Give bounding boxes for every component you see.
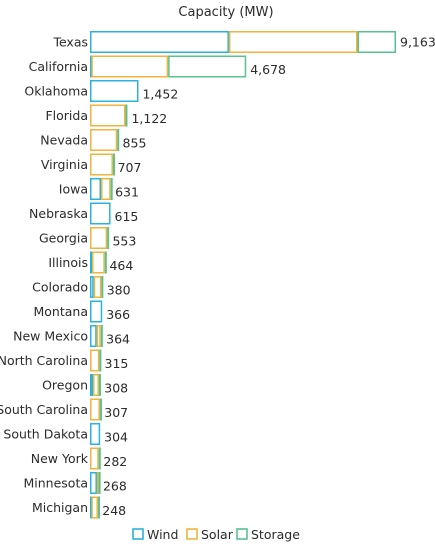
bar-segment-wind <box>90 80 139 102</box>
bar-segment-wind <box>90 202 111 225</box>
legend-swatch-wind <box>132 528 144 540</box>
legend-swatch-storage <box>236 528 248 540</box>
category-label: Iowa <box>59 182 88 197</box>
category-label: North Carolina <box>0 353 88 368</box>
bar-segment-solar <box>90 227 108 249</box>
bar-segment-solar <box>92 251 105 274</box>
bar-segment-storage <box>112 153 115 176</box>
value-label: 282 <box>103 454 127 469</box>
bar-segment-solar <box>96 325 101 347</box>
bar-segment-storage <box>99 398 102 421</box>
legend: Wind Solar Storage <box>132 527 300 542</box>
category-label: Minnesota <box>23 476 88 491</box>
category-label: Montana <box>34 304 89 319</box>
value-label: 307 <box>104 405 128 420</box>
category-label: New Mexico <box>13 329 88 344</box>
value-label: 268 <box>103 479 127 494</box>
category-label: Nebraska <box>29 206 88 221</box>
bar-segment-solar <box>93 374 99 396</box>
bar-segment-storage <box>168 55 247 78</box>
value-label: 308 <box>104 381 128 396</box>
bar-segment-solar <box>90 447 99 470</box>
category-label: California <box>29 59 88 74</box>
value-label: 707 <box>118 160 142 175</box>
bar-segment-solar <box>90 129 118 151</box>
value-label: 855 <box>123 136 147 151</box>
category-label: Oklahoma <box>24 84 88 99</box>
bar-segment-wind <box>90 496 92 519</box>
bar-segment-solar <box>90 398 100 421</box>
bar-segment-solar <box>96 472 99 494</box>
legend-label: Storage <box>251 527 300 542</box>
category-label: Virginia <box>41 157 88 172</box>
bar-segment-wind <box>90 300 103 323</box>
bar-segment-storage <box>98 447 101 470</box>
bar-segment-storage <box>125 104 128 127</box>
value-label: 1,122 <box>131 111 167 126</box>
value-label: 304 <box>104 430 128 445</box>
value-label: 9,163 <box>400 35 435 50</box>
bar-segment-wind <box>90 55 92 78</box>
category-label: Georgia <box>39 231 88 246</box>
category-label: Oregon <box>42 378 88 393</box>
bar-segment-storage <box>98 374 101 396</box>
bar-segment-storage <box>101 276 104 298</box>
bar-segment-solar <box>90 153 113 176</box>
bar-segment-wind <box>90 325 97 347</box>
legend-item-solar: Solar <box>186 527 234 542</box>
legend-item-wind: Wind <box>132 527 178 542</box>
category-label: Colorado <box>32 280 88 295</box>
bar-segment-wind <box>90 31 229 53</box>
bar-segment-wind <box>90 178 102 200</box>
value-label: 380 <box>107 283 131 298</box>
category-label: South Dakota <box>3 427 88 442</box>
bar-segment-solar <box>91 496 98 519</box>
chart-title: Capacity (MW) <box>178 5 273 20</box>
category-label: New York <box>31 451 89 466</box>
value-label: 366 <box>106 307 130 322</box>
bars-layer: Texas 9,163 California 4,678 Oklahoma 1,452 Fl… <box>0 31 435 519</box>
bar-segment-storage <box>100 325 103 347</box>
bar-segment-storage <box>98 472 101 494</box>
bar-segment-wind <box>90 472 97 494</box>
category-label: South Carolina <box>0 402 88 417</box>
bar-segment-solar <box>90 104 126 127</box>
value-label: 631 <box>115 185 139 200</box>
bar-segment-storage <box>107 227 110 249</box>
value-label: 315 <box>105 356 129 371</box>
bar-segment-storage <box>117 129 120 151</box>
bar-segment-wind <box>90 423 101 445</box>
legend-label: Wind <box>147 527 178 542</box>
bar-segment-storage <box>357 31 396 53</box>
legend-label: Solar <box>201 527 234 542</box>
bar-segment-solar <box>101 178 111 200</box>
bar-segment-wind <box>90 374 94 396</box>
bar-segment-wind <box>90 251 93 274</box>
value-label: 615 <box>115 209 139 224</box>
bar-segment-solar <box>90 349 100 372</box>
category-label: Nevada <box>40 133 88 148</box>
bar-segment-storage <box>97 496 100 519</box>
bar-segment-wind <box>90 276 94 298</box>
value-label: 364 <box>106 332 130 347</box>
category-label: Illinois <box>48 255 88 270</box>
bar-segment-storage <box>104 251 107 274</box>
value-label: 464 <box>109 258 133 273</box>
bar-segment-storage <box>99 349 102 372</box>
value-label: 1,452 <box>142 87 178 102</box>
legend-item-storage: Storage <box>236 527 300 542</box>
category-label: Michigan <box>32 500 88 515</box>
legend-swatch-solar <box>186 528 198 540</box>
value-label: 248 <box>102 503 126 518</box>
category-label: Texas <box>52 35 88 50</box>
category-label: Florida <box>45 108 88 123</box>
bar-segment-solar <box>228 31 358 53</box>
value-label: 4,678 <box>250 62 286 77</box>
bar-segment-solar <box>93 276 102 298</box>
bar-segment-storage <box>110 178 113 200</box>
value-label: 553 <box>112 234 136 249</box>
bar-segment-solar <box>91 55 169 78</box>
